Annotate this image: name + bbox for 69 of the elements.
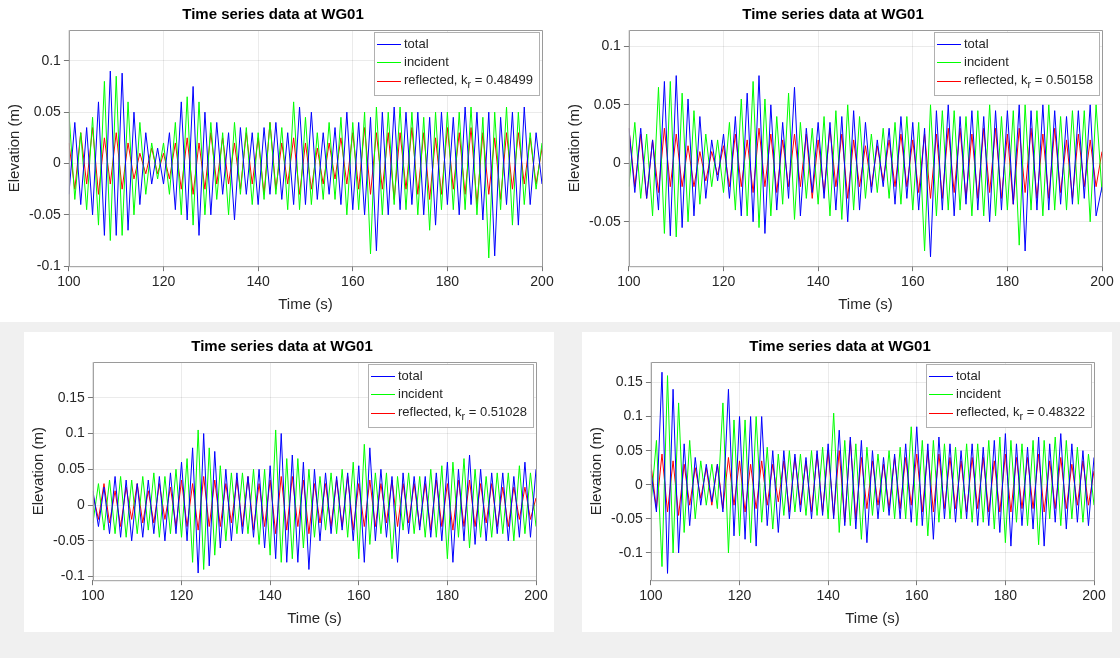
x-tick-label: 160 <box>341 273 365 290</box>
x-tick-label: 120 <box>711 273 736 290</box>
x-axis-title: Time (s) <box>278 295 333 313</box>
legend-label: total <box>404 35 429 53</box>
y-tick-label: 0.05 <box>57 460 86 477</box>
x-tick-label: 200 <box>1090 273 1114 290</box>
y-tick-label: 0.1 <box>65 424 86 441</box>
x-tick-label: 200 <box>530 273 554 290</box>
y-axis-title: Elevation (m) <box>565 103 583 193</box>
x-tick-label: 180 <box>993 587 1018 604</box>
y-tick-label: -0.1 <box>618 543 644 560</box>
y-tick-label: 0.05 <box>33 103 62 120</box>
legend-label: reflected, k$_{r}$ = 0.51028 <box>398 403 528 424</box>
x-tick-label: 140 <box>258 587 283 604</box>
y-tick-label: 0 <box>77 495 86 512</box>
legend-label: reflected, k$_{r}$ = 0.50158 <box>964 71 1094 92</box>
y-tick-label: -0.1 <box>60 567 86 584</box>
y-tick-label: -0.05 <box>28 205 62 222</box>
x-tick-label: 160 <box>905 587 929 604</box>
x-tick-label: 180 <box>995 273 1020 290</box>
y-tick-label: -0.05 <box>52 531 86 548</box>
legend-label: reflected, k$_{r}$ = 0.48499 <box>404 71 534 92</box>
chart-title: Time series data at WG01 <box>182 5 364 23</box>
x-tick-label: 180 <box>435 273 460 290</box>
y-axis-title: Elevation (m) <box>5 103 23 193</box>
x-tick-label: 100 <box>617 273 641 290</box>
x-tick-label: 120 <box>169 587 194 604</box>
legend-label: incident <box>398 385 443 403</box>
y-axis-title: Elevation (m) <box>29 426 47 516</box>
x-tick-label: 100 <box>639 587 663 604</box>
y-tick-label: 0.15 <box>615 373 644 390</box>
legend-label: incident <box>964 53 1009 71</box>
y-axis-title: Elevation (m) <box>587 426 605 516</box>
chart-title: Time series data at WG01 <box>749 337 931 355</box>
x-tick-label: 200 <box>524 587 548 604</box>
x-axis-title: Time (s) <box>838 295 893 313</box>
y-tick-label: 0.05 <box>615 441 644 458</box>
x-tick-label: 160 <box>347 587 371 604</box>
x-tick-label: 120 <box>151 273 176 290</box>
x-tick-label: 100 <box>81 587 105 604</box>
y-tick-label: 0 <box>613 154 622 171</box>
x-tick-label: 140 <box>816 587 841 604</box>
y-tick-label: 0.1 <box>41 51 62 68</box>
y-tick-label: 0 <box>635 475 644 492</box>
legend-label: reflected, k$_{r}$ = 0.48322 <box>956 403 1086 424</box>
y-tick-label: -0.1 <box>36 257 62 274</box>
x-tick-label: 140 <box>246 273 271 290</box>
legend-label: total <box>956 367 981 385</box>
x-axis-title: Time (s) <box>287 609 342 627</box>
x-tick-label: 180 <box>435 587 460 604</box>
y-tick-label: 0.15 <box>57 388 86 405</box>
y-tick-label: 0 <box>53 154 62 171</box>
legend-label: incident <box>404 53 449 71</box>
x-tick-label: 140 <box>806 273 831 290</box>
y-tick-label: -0.05 <box>610 509 644 526</box>
y-tick-label: 0.1 <box>623 407 644 424</box>
y-tick-label: 0.1 <box>601 37 622 54</box>
x-axis-title: Time (s) <box>845 609 900 627</box>
x-tick-label: 120 <box>727 587 752 604</box>
x-tick-label: 160 <box>901 273 925 290</box>
legend-label: incident <box>956 385 1001 403</box>
x-tick-label: 200 <box>1082 587 1106 604</box>
chart-title: Time series data at WG01 <box>191 337 373 355</box>
y-tick-label: 0.05 <box>593 95 622 112</box>
legend-label: total <box>398 367 423 385</box>
chart-title: Time series data at WG01 <box>742 5 924 23</box>
legend-label: total <box>964 35 989 53</box>
y-tick-label: -0.05 <box>588 212 622 229</box>
x-tick-label: 100 <box>57 273 81 290</box>
